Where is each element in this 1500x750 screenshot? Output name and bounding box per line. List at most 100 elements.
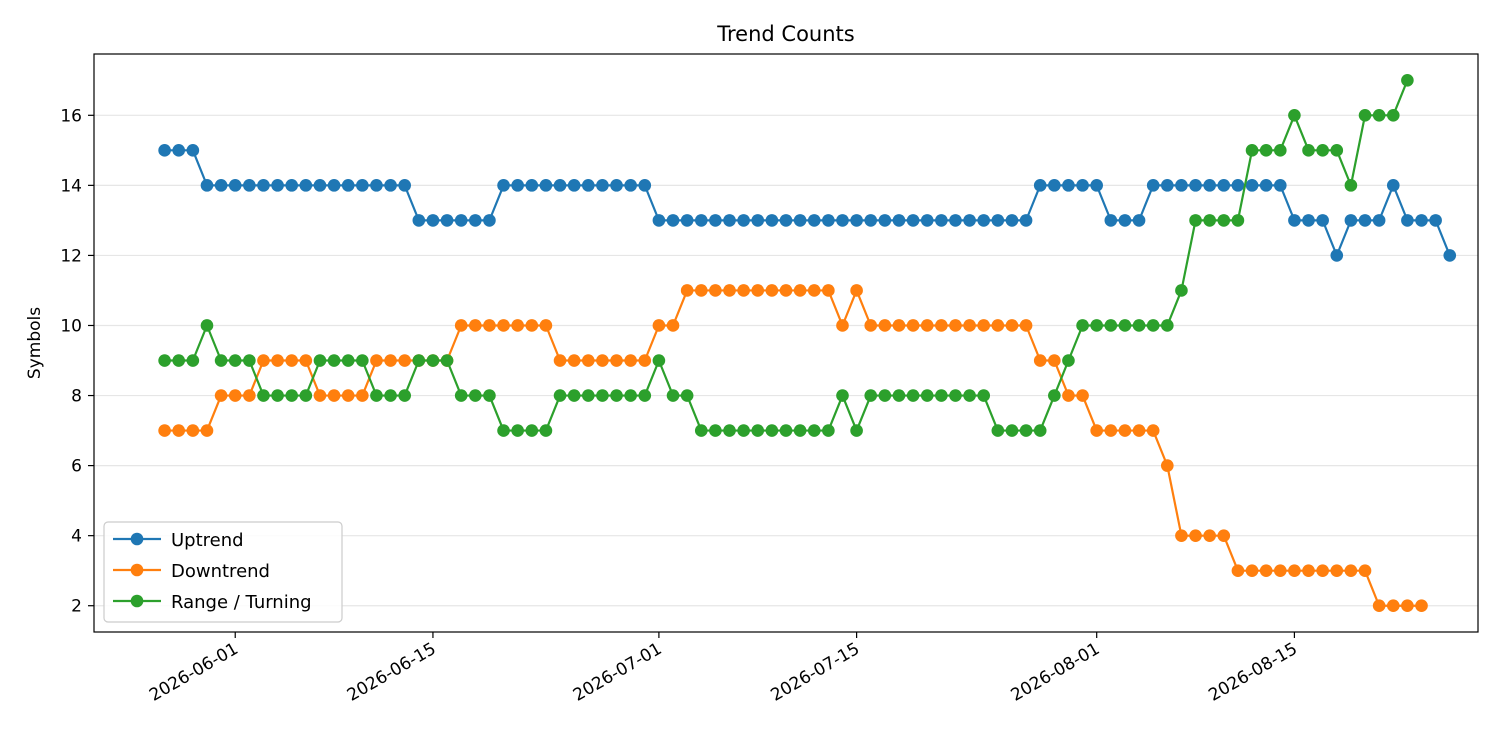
data-point: [935, 389, 948, 402]
data-point: [1161, 179, 1174, 192]
data-point: [652, 319, 666, 332]
data-point: [243, 354, 256, 367]
y-tick-label: 6: [71, 457, 82, 477]
chart-title: Trend Counts: [716, 22, 854, 46]
data-point: [1401, 599, 1414, 613]
data-point: [1372, 599, 1386, 613]
data-point: [469, 389, 482, 402]
data-point: [172, 144, 186, 157]
data-point: [1062, 354, 1075, 367]
data-point: [1189, 529, 1202, 542]
y-tick-label: 12: [60, 246, 82, 266]
data-point: [285, 179, 299, 192]
data-point: [1203, 179, 1216, 192]
data-point: [596, 389, 609, 402]
data-point: [1273, 144, 1287, 157]
plot-frame: [93, 53, 1479, 633]
data-point: [1259, 179, 1273, 192]
data-point: [822, 284, 835, 297]
legend-item-range-turning: Range / Turning: [113, 592, 312, 613]
data-point: [1344, 179, 1358, 192]
data-point: [186, 144, 200, 157]
data-point: [412, 354, 426, 367]
data-point: [920, 389, 934, 402]
data-point: [1161, 319, 1174, 332]
data-point: [1302, 144, 1315, 157]
data-point: [709, 424, 722, 437]
data-point: [751, 214, 765, 227]
data-point: [581, 354, 595, 367]
data-point: [1118, 319, 1132, 332]
data-point: [1076, 389, 1089, 402]
data-point: [1217, 529, 1231, 542]
data-point: [1104, 424, 1118, 437]
data-point: [1273, 564, 1287, 577]
data-point: [469, 214, 482, 227]
data-point: [723, 284, 736, 297]
data-point: [991, 214, 1005, 227]
data-point: [243, 389, 256, 402]
data-point: [511, 424, 524, 437]
data-point: [214, 354, 228, 367]
data-point: [1358, 564, 1372, 577]
data-point: [892, 214, 906, 227]
data-point: [539, 424, 553, 437]
data-point: [497, 424, 510, 437]
data-point: [313, 389, 327, 402]
data-point: [1175, 284, 1188, 297]
data-point: [977, 389, 991, 402]
data-point: [1146, 319, 1160, 332]
data-point: [497, 319, 510, 332]
data-point: [737, 284, 750, 297]
legend-box: [103, 521, 343, 623]
data-point: [1146, 424, 1160, 437]
data-point: [1118, 214, 1132, 227]
data-point: [299, 389, 313, 402]
data-point: [765, 214, 779, 227]
data-point: [906, 319, 920, 332]
data-point: [1132, 214, 1146, 227]
data-point: [200, 319, 214, 332]
data-point: [864, 319, 878, 332]
data-point: [1104, 214, 1118, 227]
legend-swatch-marker: [130, 532, 144, 546]
data-point: [539, 319, 553, 332]
data-point: [426, 354, 440, 367]
data-point: [553, 389, 567, 402]
data-point: [1189, 214, 1202, 227]
data-point: [680, 284, 694, 297]
y-axis-title: Symbols: [25, 307, 45, 379]
data-point: [694, 424, 708, 437]
y-tick-label: 2: [71, 597, 82, 617]
data-point: [483, 214, 496, 227]
data-point: [257, 389, 270, 402]
y-tick-label: 8: [71, 387, 82, 407]
data-point: [200, 424, 214, 437]
data-point: [186, 354, 200, 367]
data-point: [822, 424, 835, 437]
data-point: [1245, 564, 1259, 577]
data-point: [836, 319, 849, 332]
legend-item-uptrend: Uptrend: [113, 530, 244, 551]
data-point: [172, 424, 186, 437]
data-point: [553, 354, 567, 367]
data-point: [1048, 179, 1061, 192]
data-point: [850, 214, 863, 227]
data-point: [1217, 179, 1231, 192]
data-point: [1033, 354, 1047, 367]
data-point: [638, 389, 652, 402]
data-point: [1415, 599, 1428, 613]
data-point: [356, 389, 369, 402]
data-point: [525, 424, 539, 437]
data-point: [949, 214, 962, 227]
data-point: [878, 214, 892, 227]
data-point: [285, 389, 299, 402]
data-point: [313, 179, 327, 192]
data-point: [525, 179, 539, 192]
data-point: [1217, 214, 1231, 227]
data-point: [1259, 564, 1273, 577]
y-tick-label: 4: [71, 527, 82, 547]
data-point: [694, 284, 708, 297]
